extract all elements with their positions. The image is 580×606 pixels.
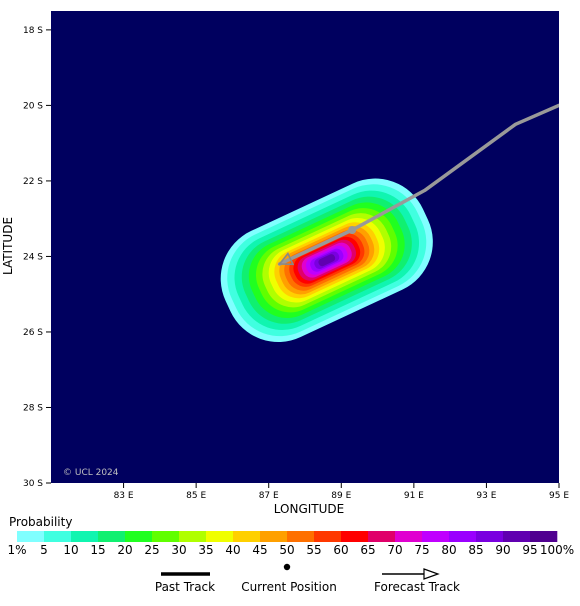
legend-forecast-track: Forecast Track bbox=[374, 580, 460, 594]
forecast-arrowhead bbox=[277, 251, 295, 266]
colorbar-label: 10 bbox=[63, 543, 78, 557]
lat-tick-label: 20 S bbox=[23, 101, 43, 111]
colorbar-swatch bbox=[152, 531, 180, 542]
lat-tick-label: 22 S bbox=[23, 177, 43, 187]
colorbar-label: 40 bbox=[225, 543, 240, 557]
colorbar-swatch bbox=[125, 531, 153, 542]
colorbar-swatch bbox=[341, 531, 369, 542]
colorbar-swatch bbox=[179, 531, 207, 542]
lon-tick-label: 85 E bbox=[186, 491, 206, 501]
lon-tick-label: 91 E bbox=[404, 491, 424, 501]
colorbar-swatch bbox=[314, 531, 342, 542]
colorbar-label: 60 bbox=[333, 543, 348, 557]
lon-tick-label: 95 E bbox=[549, 491, 569, 501]
probability-colorbar bbox=[17, 531, 558, 542]
colorbar-title: Probability bbox=[9, 515, 73, 529]
colorbar-swatch bbox=[395, 531, 423, 542]
colorbar-label: 75 bbox=[414, 543, 429, 557]
colorbar-swatch bbox=[530, 531, 558, 542]
colorbar-label: 85 bbox=[468, 543, 483, 557]
colorbar-swatch bbox=[206, 531, 234, 542]
colorbar-label: 30 bbox=[171, 543, 186, 557]
lat-tick-label: 28 S bbox=[23, 403, 43, 413]
x-axis-title: LONGITUDE bbox=[274, 502, 344, 516]
lon-tick-label: 83 E bbox=[114, 491, 134, 501]
colorbar-swatch bbox=[422, 531, 450, 542]
colorbar-label: 5 bbox=[40, 543, 48, 557]
lat-tick-label: 24 S bbox=[23, 252, 43, 262]
copyright-label: © UCL 2024 bbox=[63, 468, 119, 478]
colorbar-swatch bbox=[287, 531, 315, 542]
colorbar-swatch bbox=[368, 531, 396, 542]
colorbar-label: 65 bbox=[360, 543, 375, 557]
map-axes: 18 S 20 S 22 S 24 S 26 S 28 S 30 S 83 E 85 E 87 E… bbox=[23, 26, 569, 501]
colorbar-label: 15 bbox=[90, 543, 105, 557]
lat-tick-label: 26 S bbox=[23, 328, 43, 338]
lon-tick-label: 89 E bbox=[331, 491, 351, 501]
strike-probability-swath bbox=[220, 178, 433, 342]
lat-tick-label: 30 S bbox=[23, 479, 43, 489]
colorbar-swatch bbox=[233, 531, 261, 542]
colorbar-swatch bbox=[449, 531, 477, 542]
colorbar-swatch bbox=[476, 531, 504, 542]
colorbar-label: 55 bbox=[306, 543, 321, 557]
colorbar-labels: 1% 5 10 15 20 25 30 35 40 45 50 55 60 65 70 75 80 85 90 95 1… bbox=[7, 543, 574, 557]
colorbar-swatch bbox=[17, 531, 45, 542]
colorbar-label: 90 bbox=[495, 543, 510, 557]
colorbar-label: 70 bbox=[387, 543, 402, 557]
colorbar-label: 25 bbox=[144, 543, 159, 557]
colorbar-label: 95 bbox=[522, 543, 537, 557]
colorbar-label: 35 bbox=[198, 543, 213, 557]
current-position-dot-icon bbox=[283, 563, 291, 571]
colorbar-swatch bbox=[98, 531, 126, 542]
colorbar-label: 1% bbox=[7, 543, 26, 557]
current-position-marker bbox=[348, 226, 357, 234]
lon-tick-label: 93 E bbox=[476, 491, 496, 501]
colorbar-swatch bbox=[71, 531, 99, 542]
colorbar-swatch bbox=[44, 531, 72, 542]
lat-tick-label: 18 S bbox=[23, 26, 43, 36]
colorbar-label: 80 bbox=[441, 543, 456, 557]
colorbar-label: 20 bbox=[117, 543, 132, 557]
y-axis-title: LATITUDE bbox=[1, 217, 15, 275]
storm-track-line bbox=[277, 103, 559, 266]
colorbar-label: 45 bbox=[252, 543, 267, 557]
forecast-track-layer bbox=[277, 103, 559, 266]
lon-tick-label: 87 E bbox=[259, 491, 279, 501]
colorbar-label: 100% bbox=[540, 543, 574, 557]
colorbar-label: 50 bbox=[279, 543, 294, 557]
prob-band-90 bbox=[318, 254, 336, 267]
legend-current-position: Current Position bbox=[241, 580, 337, 594]
colorbar-swatch bbox=[503, 531, 531, 542]
legend: Past Track Current Position Forecast Tra… bbox=[155, 563, 460, 594]
forecast-track-arrow-icon bbox=[382, 568, 440, 580]
colorbar-swatch bbox=[260, 531, 288, 542]
legend-past-track: Past Track bbox=[155, 580, 215, 594]
